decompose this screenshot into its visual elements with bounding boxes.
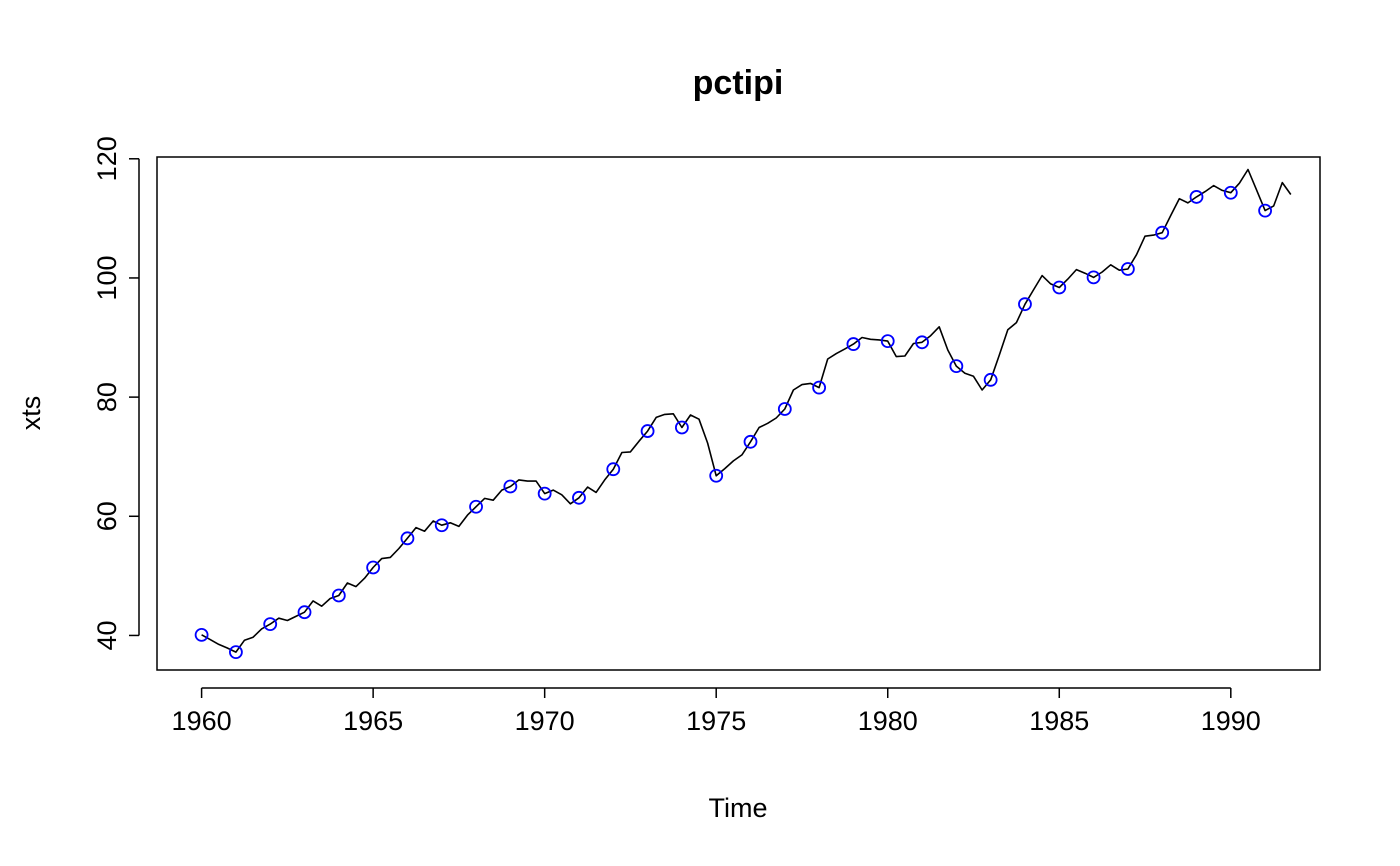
data-point [503, 479, 518, 494]
data-point [674, 420, 689, 435]
data-point [880, 334, 895, 349]
x-tick-label: 1980 [858, 706, 918, 736]
data-point [1155, 225, 1170, 240]
data-point [1223, 185, 1238, 200]
y-tick-label: 80 [92, 382, 122, 412]
x-tick-label: 1975 [686, 706, 746, 736]
data-point [812, 380, 827, 395]
data-point [194, 627, 209, 642]
series-line [201, 168, 1292, 653]
x-tick-label: 1990 [1201, 706, 1261, 736]
x-axis: 1960 1965 1970 1975 1980 1985 1990 [172, 687, 1261, 736]
y-axis-label: xts [16, 396, 46, 431]
data-point [297, 605, 312, 620]
data-point [537, 486, 552, 501]
data-point [1086, 270, 1101, 285]
data-point [366, 560, 381, 575]
chart-title: pctipi [693, 64, 784, 102]
data-point [949, 359, 964, 374]
plot-box [156, 156, 1321, 671]
data-point [709, 468, 724, 483]
data-point [983, 372, 998, 387]
x-tick-label: 1965 [343, 706, 403, 736]
y-tick-label: 120 [92, 136, 122, 181]
data-point [1189, 190, 1204, 204]
data-point [606, 462, 621, 477]
data-point [846, 337, 861, 351]
y-tick-label: 100 [92, 255, 122, 300]
data-point [263, 617, 278, 632]
data-point [1258, 203, 1273, 218]
data-point [572, 490, 586, 505]
x-tick-label: 1985 [1029, 706, 1089, 736]
data-point [743, 434, 758, 449]
data-point [915, 335, 929, 350]
x-axis-label: Time [709, 793, 768, 823]
data-point [331, 588, 346, 603]
data-point [777, 402, 792, 416]
data-point [434, 518, 449, 533]
y-axis: 40 60 80 100 120 [92, 136, 140, 650]
data-point [400, 531, 415, 546]
y-tick-label: 40 [92, 620, 122, 650]
data-point [1018, 297, 1032, 312]
series-layer [194, 168, 1292, 660]
data-point [229, 645, 243, 660]
data-point [1120, 262, 1135, 276]
x-tick-label: 1960 [172, 706, 232, 736]
data-point [640, 424, 655, 438]
data-point [469, 499, 483, 514]
x-tick-label: 1970 [515, 706, 575, 736]
data-point [1052, 280, 1067, 295]
y-tick-label: 60 [92, 501, 122, 531]
